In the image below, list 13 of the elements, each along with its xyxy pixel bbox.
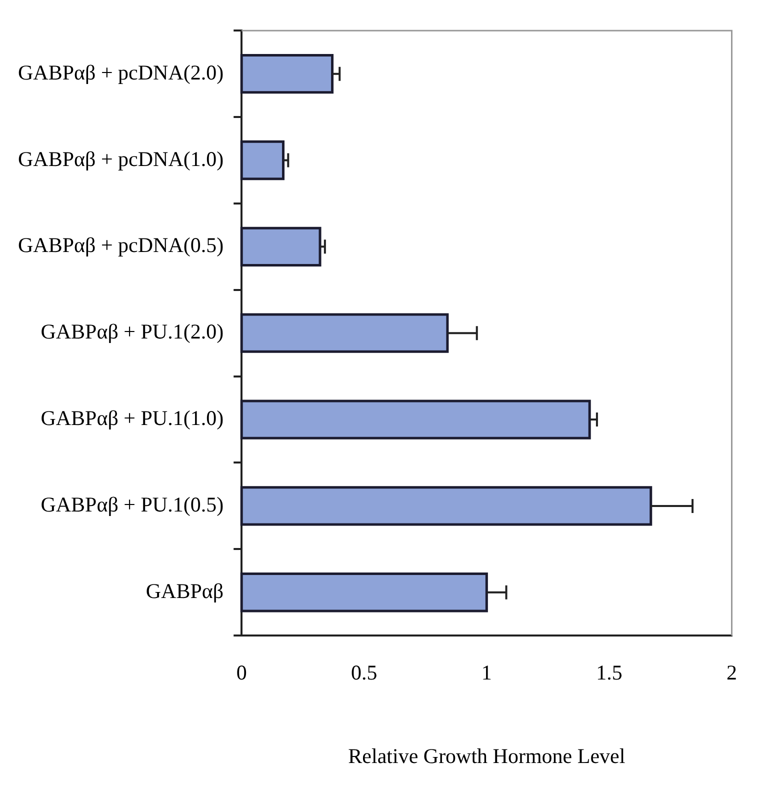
x-tick-label: 0.5 [351, 660, 378, 685]
y-tick-label: GABPαβ + pcDNA(0.5) [18, 233, 224, 258]
x-tick-label: 1 [481, 660, 492, 685]
x-axis-title: Relative Growth Hormone Level [348, 744, 626, 768]
x-tick-label: 0 [236, 660, 247, 685]
y-tick-label: GABPαβ + PU.1(2.0) [40, 320, 224, 344]
y-tick-label: GABPαβ [146, 578, 224, 603]
x-tick-label: 2 [726, 660, 737, 685]
x-tick-label: 1.5 [596, 660, 622, 685]
y-tick-label: GABPαβ + pcDNA(2.0) [18, 60, 224, 84]
y-tick-label: GABPαβ + PU.1(0.5) [40, 492, 224, 516]
y-tick-label: GABPαβ + pcDNA(1.0) [18, 146, 224, 171]
y-tick-label: GABPαβ + PU.1(1.0) [40, 406, 224, 430]
